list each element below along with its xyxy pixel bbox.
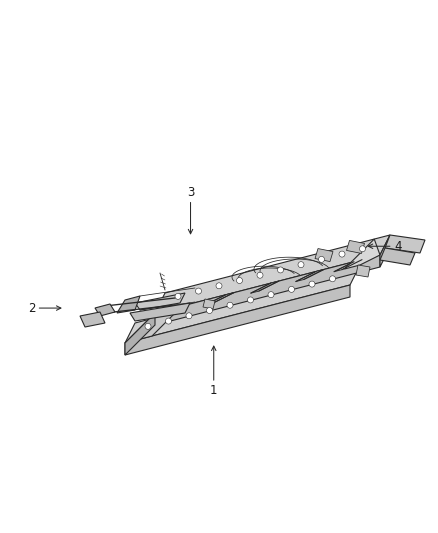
Polygon shape <box>203 299 215 309</box>
Circle shape <box>278 267 283 273</box>
Polygon shape <box>130 303 190 321</box>
Polygon shape <box>385 235 425 253</box>
Circle shape <box>216 283 222 289</box>
Circle shape <box>298 262 304 268</box>
Polygon shape <box>125 306 182 343</box>
Circle shape <box>268 292 274 297</box>
Circle shape <box>318 256 325 262</box>
Polygon shape <box>95 304 115 316</box>
Circle shape <box>237 278 243 284</box>
Polygon shape <box>117 296 140 313</box>
Circle shape <box>247 297 254 303</box>
Polygon shape <box>155 235 390 313</box>
Polygon shape <box>296 270 324 281</box>
Text: 2: 2 <box>28 302 35 314</box>
Circle shape <box>227 302 233 308</box>
Polygon shape <box>125 313 155 355</box>
Circle shape <box>166 318 172 324</box>
Polygon shape <box>251 281 279 293</box>
Circle shape <box>195 288 201 294</box>
Circle shape <box>257 272 263 278</box>
Circle shape <box>309 281 315 287</box>
Polygon shape <box>155 255 380 325</box>
Circle shape <box>206 308 212 313</box>
Polygon shape <box>135 293 185 310</box>
Polygon shape <box>206 293 234 305</box>
Circle shape <box>175 293 181 300</box>
Circle shape <box>329 276 336 282</box>
Polygon shape <box>125 265 360 343</box>
Circle shape <box>289 286 294 293</box>
Polygon shape <box>344 239 380 269</box>
Circle shape <box>339 251 345 257</box>
Polygon shape <box>380 248 415 265</box>
Polygon shape <box>161 304 189 317</box>
Text: 4: 4 <box>394 240 402 253</box>
Polygon shape <box>80 312 105 327</box>
Text: 3: 3 <box>187 187 194 199</box>
Circle shape <box>186 313 192 319</box>
Polygon shape <box>380 235 390 267</box>
Circle shape <box>360 246 365 252</box>
Polygon shape <box>315 248 333 262</box>
Polygon shape <box>334 260 362 272</box>
Polygon shape <box>346 240 364 253</box>
Polygon shape <box>356 265 370 277</box>
Text: 1: 1 <box>210 384 218 397</box>
Polygon shape <box>125 285 350 355</box>
Circle shape <box>145 324 151 329</box>
